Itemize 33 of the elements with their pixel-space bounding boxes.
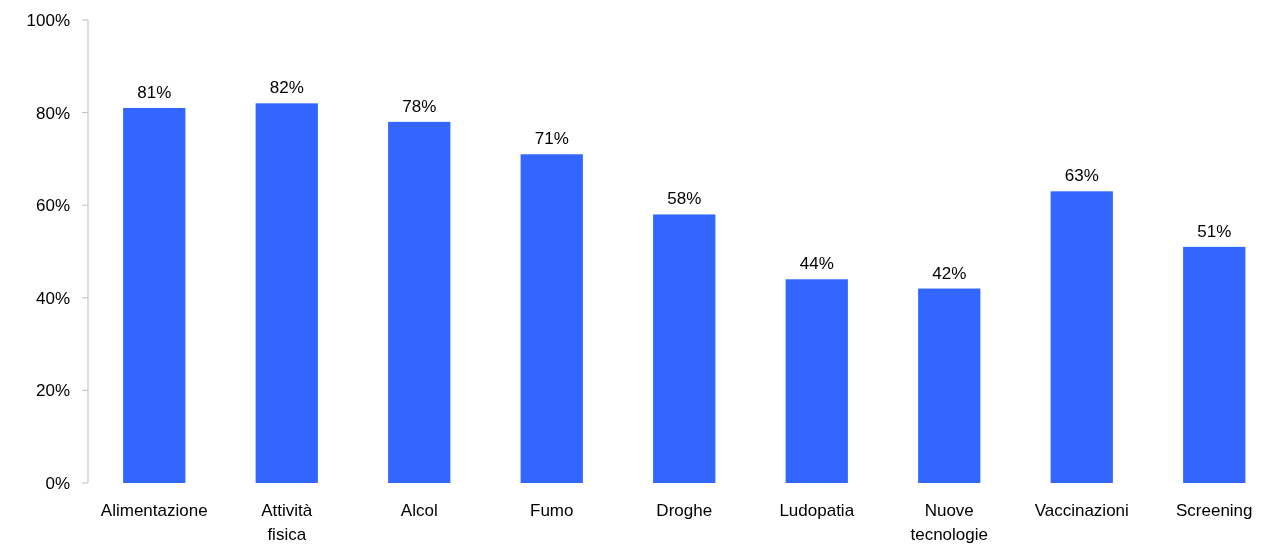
bar (1183, 246, 1246, 483)
data-label: 78% (402, 96, 437, 116)
data-label: 51% (1197, 221, 1232, 241)
x-tick-label: Droghe (656, 501, 713, 520)
y-tick-label: 20% (35, 381, 70, 401)
data-label: 58% (667, 189, 702, 209)
data-label: 71% (534, 129, 569, 149)
bar (785, 279, 848, 483)
x-tick-label: Vaccinazioni (1034, 501, 1129, 520)
y-tick-label: 0% (45, 473, 70, 493)
data-label: 82% (269, 78, 304, 98)
x-tick-label: Ludopatia (779, 501, 855, 520)
bar (255, 103, 318, 483)
bar (918, 288, 981, 483)
data-label: 81% (137, 82, 172, 102)
bar (388, 121, 451, 483)
y-tick-label: 80% (35, 103, 70, 123)
y-tick-label: 40% (35, 288, 70, 308)
x-tick-label: Alimentazione (100, 501, 208, 520)
data-label: 44% (799, 254, 834, 274)
x-tick-label: Fumo (530, 501, 574, 520)
x-tick-label: Nuove tecnologie (910, 501, 989, 544)
y-tick-label: 100% (26, 10, 70, 30)
bar (123, 107, 186, 483)
x-tick-label: Attività fisica (261, 501, 313, 544)
bar (1050, 191, 1113, 483)
data-label: 42% (932, 263, 967, 283)
bar (520, 154, 583, 483)
y-tick-label: 60% (35, 196, 70, 216)
data-label: 63% (1064, 166, 1099, 186)
bar (653, 214, 716, 483)
x-tick-label: Alcol (400, 501, 438, 520)
x-tick-label: Screening (1175, 501, 1253, 520)
